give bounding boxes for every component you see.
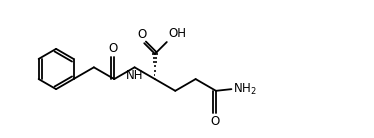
Text: OH: OH <box>169 27 187 40</box>
Text: NH: NH <box>126 69 143 82</box>
Text: O: O <box>138 28 147 41</box>
Text: O: O <box>210 115 219 128</box>
Text: NH$_2$: NH$_2$ <box>233 82 257 97</box>
Text: O: O <box>108 42 117 55</box>
